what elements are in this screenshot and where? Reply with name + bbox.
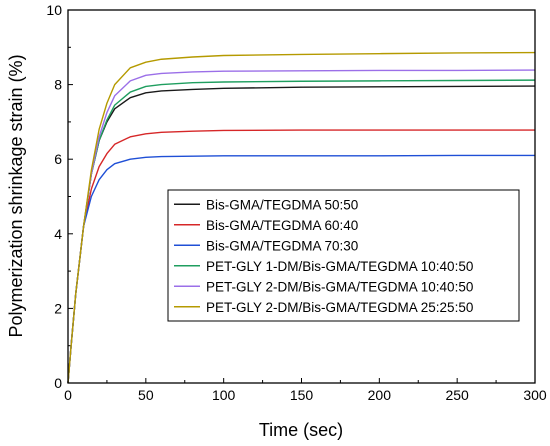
y-tick-label: 8 bbox=[54, 77, 62, 93]
legend-label: Bis-GMA/TEGDMA 50:50 bbox=[206, 197, 358, 212]
legend-box bbox=[167, 189, 520, 322]
legend-label: PET-GLY 2-DM/Bis-GMA/TEGDMA 25:25:50 bbox=[206, 300, 473, 315]
legend-label: Bis-GMA/TEGDMA 70:30 bbox=[206, 238, 358, 253]
series-lines bbox=[67, 51, 536, 384]
legend-label: Bis-GMA/TEGDMA 60:40 bbox=[206, 218, 358, 233]
plot-frame bbox=[67, 9, 536, 384]
y-tick-label: 0 bbox=[54, 375, 62, 391]
x-tick-label: 100 bbox=[212, 387, 236, 403]
y-tick-label: 4 bbox=[54, 226, 62, 242]
series-line-6 bbox=[67, 51, 536, 384]
y-tick-label: 10 bbox=[46, 2, 62, 18]
y-tick-label: 6 bbox=[54, 151, 62, 167]
x-tick-label: 0 bbox=[64, 387, 72, 403]
legend-label: PET-GLY 1-DM/Bis-GMA/TEGDMA 10:40:50 bbox=[206, 259, 473, 274]
y-axis-label: Polymerization shrinkage strain (%) bbox=[6, 54, 26, 337]
x-tick-label: 200 bbox=[368, 387, 392, 403]
x-tick-label: 250 bbox=[445, 387, 469, 403]
y-tick-label: 2 bbox=[54, 300, 62, 316]
legend: Bis-GMA/TEGDMA 50:50 Bis-GMA/TEGDMA 60:40… bbox=[167, 189, 520, 322]
x-tick-label: 300 bbox=[523, 387, 547, 403]
x-tick-label: 50 bbox=[138, 387, 154, 403]
axes: 0 50 100 150 200 250 300 0 2 4 6 8 10 bbox=[46, 2, 546, 403]
x-axis-label: Time (sec) bbox=[259, 420, 343, 440]
x-tick-label: 150 bbox=[290, 387, 314, 403]
legend-label: PET-GLY 2-DM/Bis-GMA/TEGDMA 10:40:50 bbox=[206, 279, 473, 294]
